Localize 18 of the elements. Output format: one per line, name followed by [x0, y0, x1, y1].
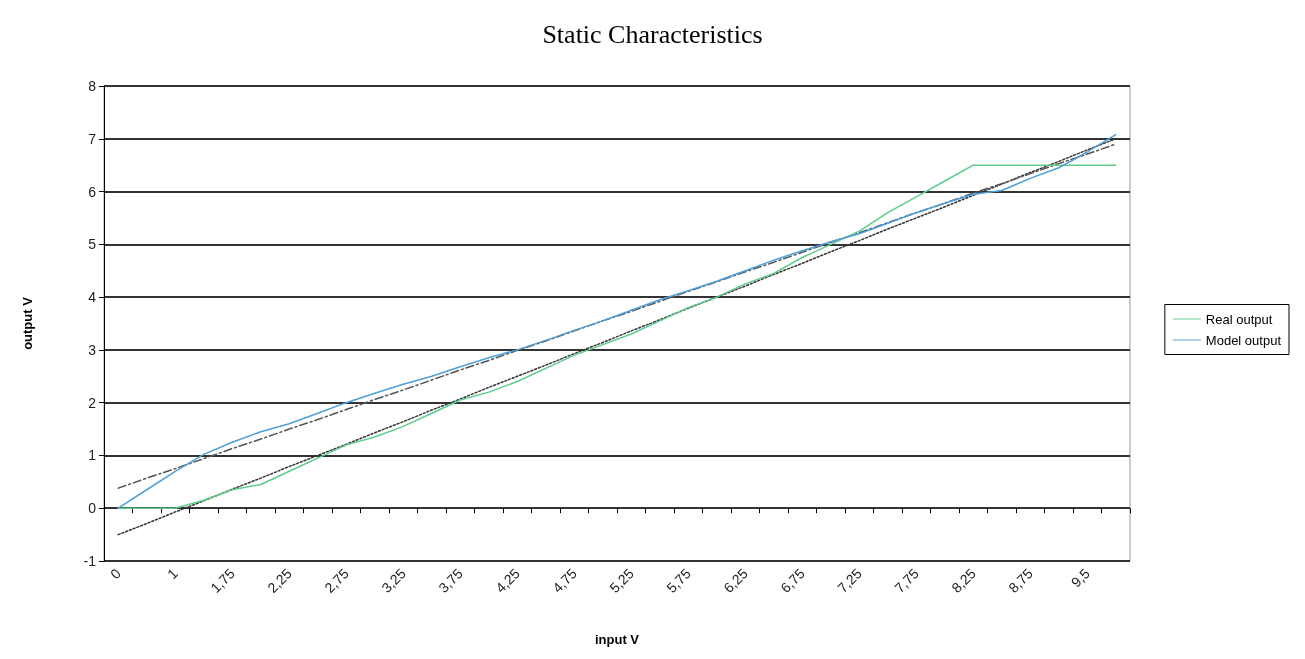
- y-tick-label: 0: [88, 500, 97, 517]
- x-tick-label: 1: [164, 565, 182, 583]
- y-axis-title: output V: [20, 296, 35, 350]
- legend-label: Model output: [1205, 332, 1282, 348]
- y-tick-label: 3: [88, 341, 97, 358]
- y-tick-label: 1: [88, 447, 97, 464]
- chart-title: Static Characteristics: [542, 19, 763, 49]
- y-tick-label: 5: [88, 236, 97, 253]
- y-tick-label: 6: [88, 183, 97, 200]
- y-tick-label: 8: [88, 78, 97, 94]
- legend-label: Real output: [1205, 311, 1273, 327]
- y-tick-label: 2: [88, 394, 97, 411]
- x-axis-title: input V: [594, 632, 640, 647]
- y-tick-label: 4: [88, 289, 97, 306]
- x-tick-label: 9,5: [1067, 565, 1094, 591]
- y-tick-label: 7: [88, 130, 97, 147]
- y-tick-label: -1: [83, 553, 97, 569]
- x-tick-label: 0: [107, 565, 125, 583]
